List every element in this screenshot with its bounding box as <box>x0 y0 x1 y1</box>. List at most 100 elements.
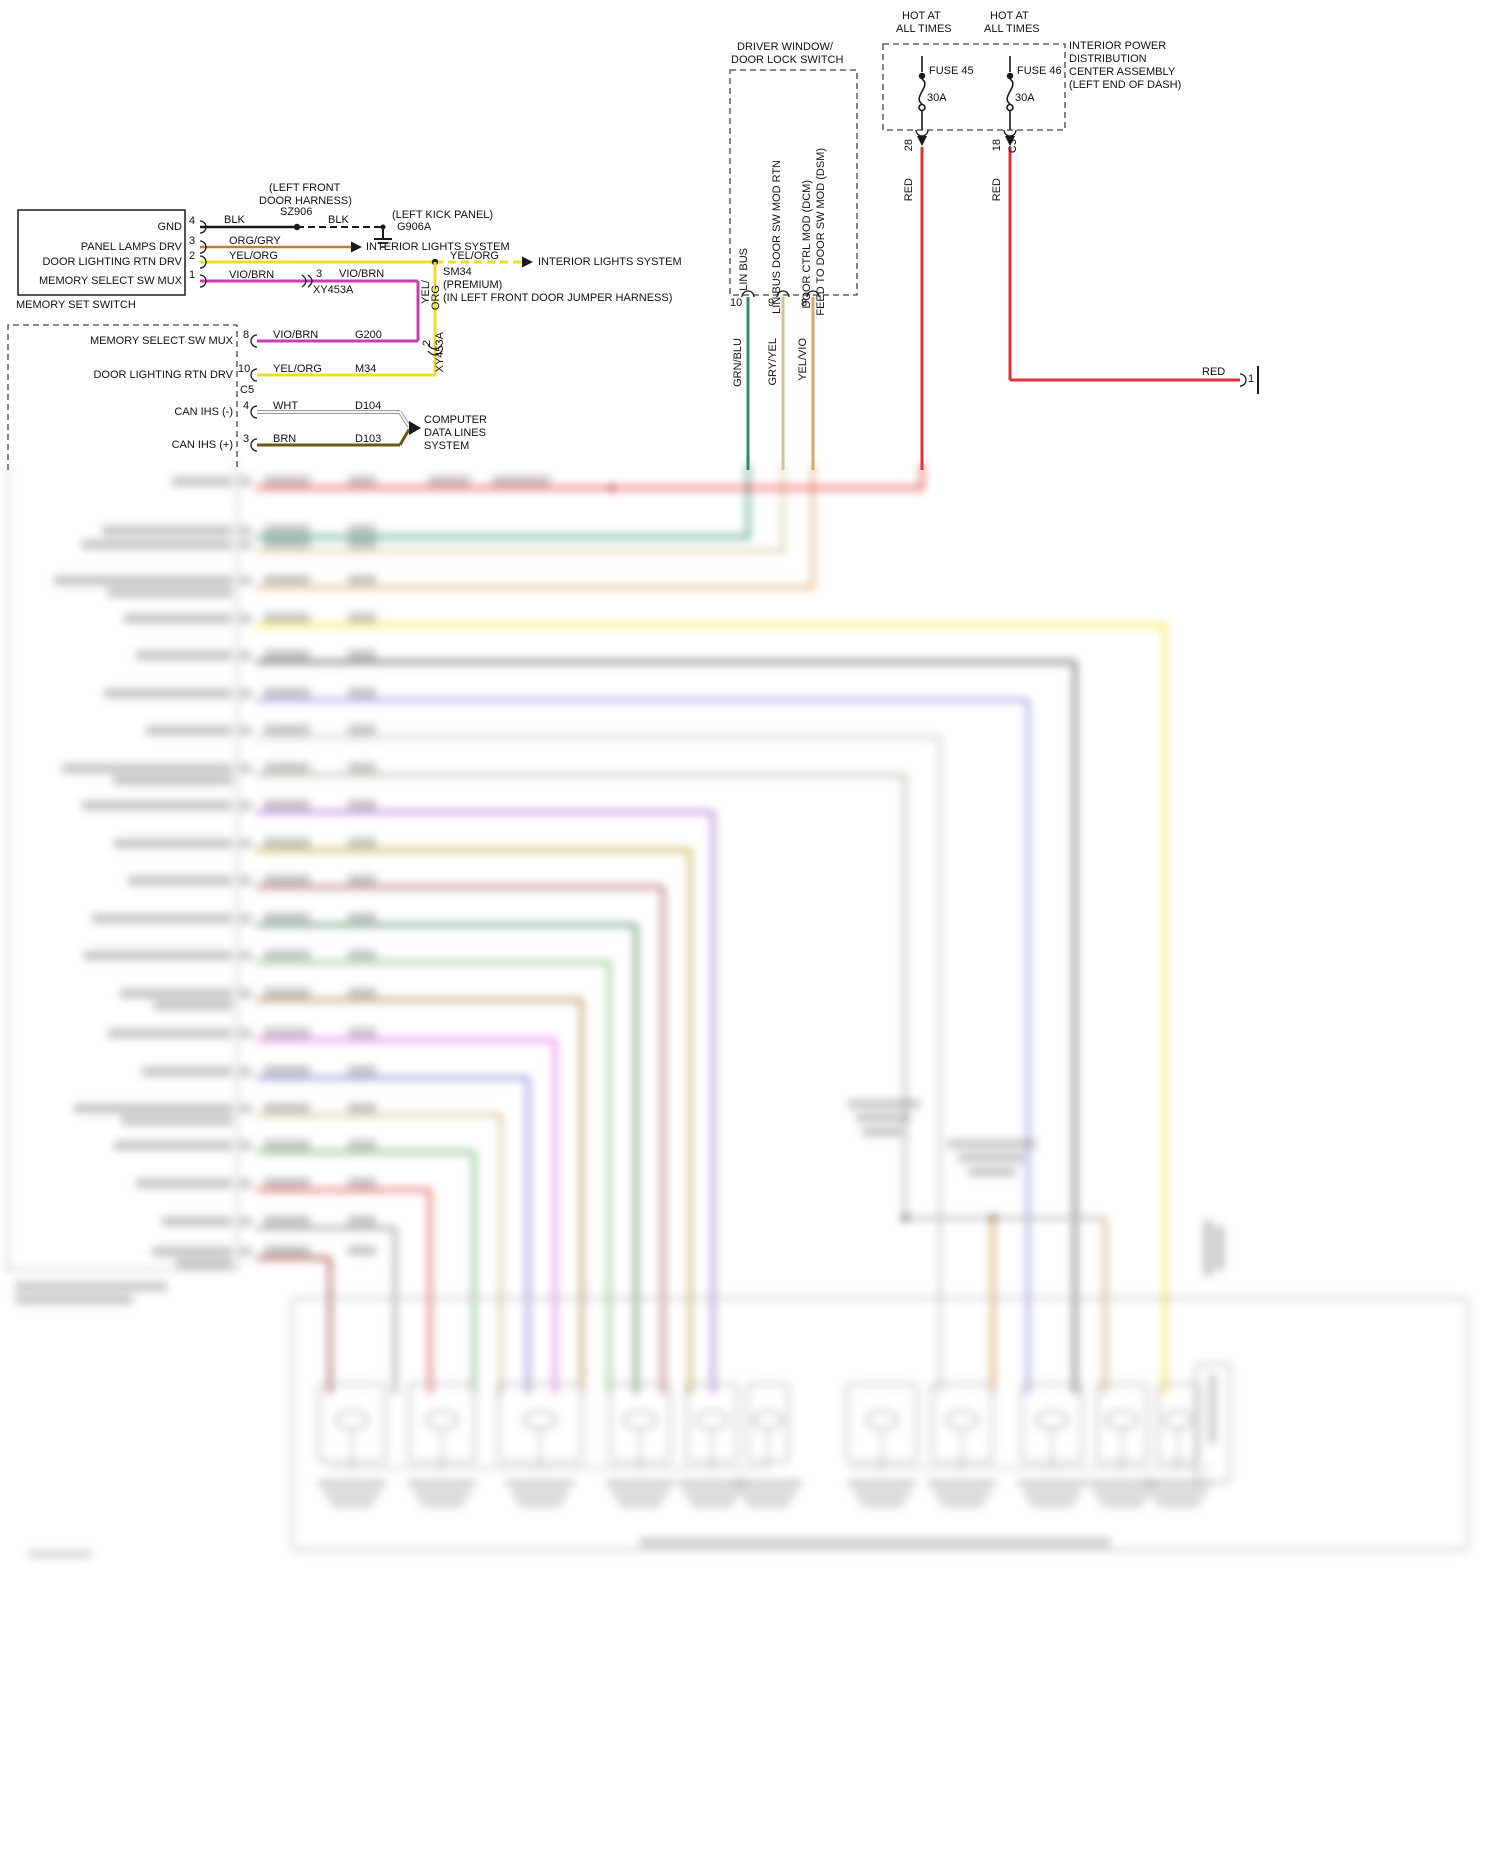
wire-color-label-vertical: GRN/BLU <box>732 338 744 387</box>
system-reference: INTERIOR LIGHTS SYSTEM <box>538 256 682 268</box>
harness-note: DOOR HARNESS) <box>259 195 352 207</box>
fuse-45-symbol <box>918 56 926 130</box>
inline-connector-label: XY453A <box>313 284 354 296</box>
pin-function-memory-select: MEMORY SELECT SW MUX <box>38 275 182 287</box>
arrow-icon <box>522 256 533 268</box>
system-reference: INTERIOR LIGHTS SYSTEM <box>366 241 510 253</box>
wire-vio-brn <box>200 274 420 343</box>
pin-function-vertical: DOOR CTRL MOD (DCM) <box>801 180 813 309</box>
component-title-memory-set-switch: MEMORY SET SWITCH <box>16 299 136 311</box>
wire-color-label: VIO/BRN <box>273 329 319 341</box>
ground-symbol <box>374 227 392 248</box>
component-title-driver-window-switch: DRIVER WINDOW/ <box>737 41 833 53</box>
inline-connector-symbol <box>427 344 443 350</box>
pin-function-vertical: LIN BUS <box>738 248 750 291</box>
pin-function-gnd: GND <box>157 221 182 233</box>
fuse-rating: 30A <box>1015 92 1035 104</box>
wire-color-label-vertical: YEL/VIO <box>797 338 809 381</box>
wire-color-label: BRN <box>273 433 297 445</box>
component-title-driver-window-switch: DOOR LOCK SWITCH <box>731 54 844 66</box>
pin-number: 1 <box>189 269 196 281</box>
wire-yel-org <box>200 256 533 377</box>
pin-number: 10 <box>730 297 743 309</box>
connector-label-vertical: C3 <box>1007 139 1019 154</box>
wire-color-label-vertical: RED <box>991 178 1003 202</box>
power-note: HOT AT <box>990 10 1029 22</box>
wire-color-label: YEL/ORG <box>273 363 322 375</box>
fuse-label: FUSE 46 <box>1017 65 1062 77</box>
fuse-46-symbol <box>1006 56 1014 130</box>
pin-function-can-minus: CAN IHS (-) <box>174 406 233 418</box>
inline-connector-symbol <box>301 274 307 288</box>
power-distribution-outline <box>882 43 1066 131</box>
door-module-outline <box>7 324 238 470</box>
wire-color-label: BLK <box>224 214 245 226</box>
wire-org-gry <box>200 241 362 253</box>
component-title-power-distribution: DISTRIBUTION <box>1069 53 1147 65</box>
wire-color-label: YEL/ORG <box>229 250 278 262</box>
pin-number-vertical: 18 <box>991 139 1003 152</box>
pin-function-door-lighting: DOOR LIGHTING RTN DRV <box>93 369 233 381</box>
inline-connector-symbol <box>427 350 443 356</box>
connector-label: C5 <box>240 384 255 396</box>
inline-connector-symbol <box>307 274 313 288</box>
connector-arcs <box>199 129 1247 452</box>
fuse-label: FUSE 45 <box>929 65 974 77</box>
pin-number: 10 <box>238 363 251 375</box>
trim-note: (PREMIUM) <box>443 279 503 291</box>
pin-function-vertical: FEED TO DOOR SW MOD (DSM) <box>815 148 827 316</box>
pin-number: 4 <box>189 215 196 227</box>
wire-color-label-vertical: GRY/YEL <box>767 338 779 386</box>
circuit-label: M34 <box>355 363 377 375</box>
pin-number: 2 <box>189 250 196 262</box>
wire-color-label: RED <box>1202 366 1226 378</box>
pin-function-can-plus: CAN IHS (+) <box>171 439 233 451</box>
inline-pin-number-vertical: 2 <box>421 340 433 347</box>
component-title-power-distribution: CENTER ASSEMBLY <box>1069 66 1176 78</box>
pin-number: 8 <box>243 329 250 341</box>
circuit-label: G200 <box>355 329 382 341</box>
splice-label: SZ906 <box>280 206 313 218</box>
wire-color-label: YEL/ORG <box>450 250 499 262</box>
ground-id-label: G906A <box>397 221 432 233</box>
fuse-output-arrows <box>917 136 1015 146</box>
wire-can-bus <box>257 410 421 447</box>
arrow-icon <box>409 421 421 435</box>
wire-red-feeds <box>920 147 1259 470</box>
harness-note: (IN LEFT FRONT DOOR JUMPER HARNESS) <box>443 292 673 304</box>
system-reference: COMPUTER <box>424 414 487 426</box>
component-title-power-distribution: INTERIOR POWER <box>1069 40 1167 52</box>
pin-number: 3 <box>189 235 196 247</box>
arrow-icon <box>351 241 362 253</box>
system-reference: DATA LINES <box>424 427 486 439</box>
wire-color-label: BLK <box>328 214 349 226</box>
pin-number: 4 <box>243 400 250 412</box>
arrow-icon <box>1005 136 1015 146</box>
fuse-rating: 30A <box>927 92 947 104</box>
pin-function-memory-select: MEMORY SELECT SW MUX <box>89 335 233 347</box>
pin-function-door-lighting: DOOR LIGHTING RTN DRV <box>42 256 182 268</box>
component-title-power-distribution: (LEFT END OF DASH) <box>1069 79 1182 91</box>
power-note: ALL TIMES <box>984 23 1040 35</box>
inline-connector-label-vertical: XY453A <box>434 332 446 373</box>
wire-color-label-vertical: RED <box>903 178 915 202</box>
sharp-diagram-layer <box>7 43 1259 470</box>
pin-number: 3 <box>243 433 250 445</box>
pin-number: 1 <box>1248 373 1255 385</box>
wire-color-label: ORG/GRY <box>229 235 281 247</box>
splice-label: SM34 <box>443 266 472 278</box>
wire-color-label: VIO/BRN <box>229 269 275 281</box>
pin-number: 9 <box>768 297 775 309</box>
pin-function-panel-lamps: PANEL LAMPS DRV <box>80 241 182 253</box>
pin-number: 8 <box>801 297 808 309</box>
harness-note: (LEFT FRONT <box>269 182 341 194</box>
wire-color-label: VIO/BRN <box>339 268 385 280</box>
pin-number-vertical: 28 <box>903 139 915 152</box>
system-reference: SYSTEM <box>424 440 470 452</box>
arrow-icon <box>917 136 927 146</box>
blurred-diagram-region <box>0 464 1500 1861</box>
driver-window-switch-outline <box>729 69 858 296</box>
wire-blk-ground <box>200 223 392 248</box>
wire-color-label-vertical: ORG <box>430 285 442 311</box>
memory-set-switch-outline <box>17 209 186 296</box>
